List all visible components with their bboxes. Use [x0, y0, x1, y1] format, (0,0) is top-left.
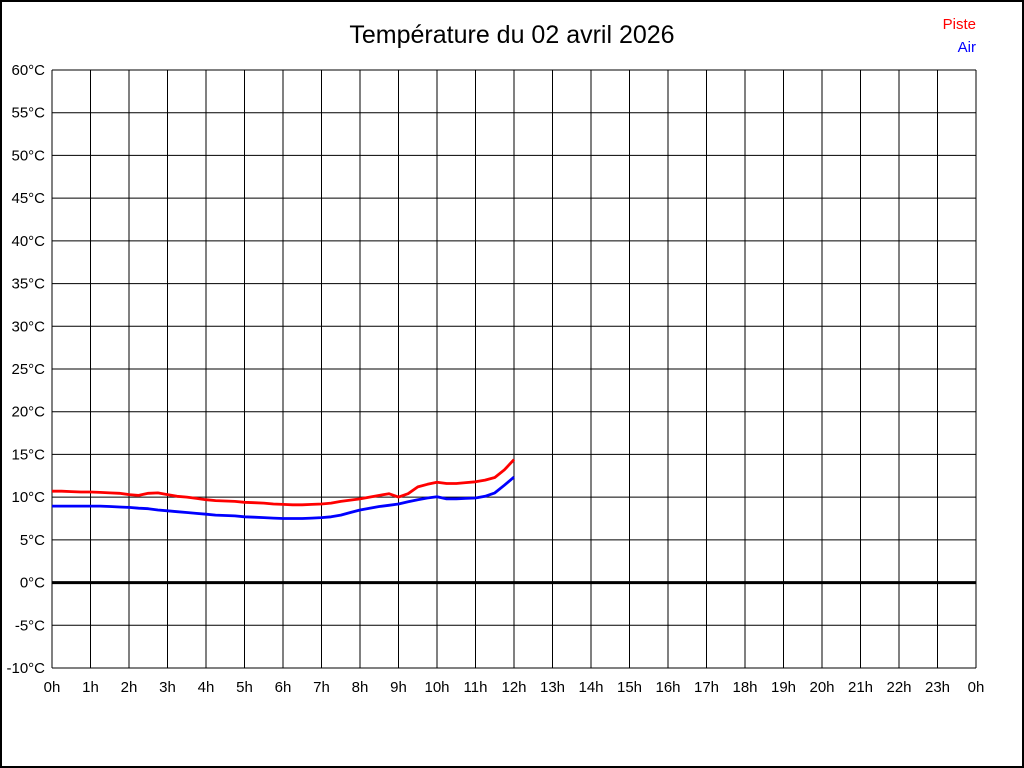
x-axis-tick-label: 16h — [655, 679, 680, 696]
y-axis-tick-label: 50°C — [11, 147, 45, 164]
x-axis-tick-label: 9h — [390, 679, 407, 696]
x-axis-tick-label: 5h — [236, 679, 253, 696]
y-axis-tick-label: 20°C — [11, 404, 45, 421]
y-axis-tick-label: 15°C — [11, 446, 45, 463]
x-axis-tick-label: 4h — [198, 679, 215, 696]
legend-item-air: Air — [957, 39, 976, 56]
y-axis-tick-label: 45°C — [11, 190, 45, 207]
x-axis-tick-label: 19h — [771, 679, 796, 696]
y-axis-tick-label: 35°C — [11, 276, 45, 293]
series-line-air — [52, 476, 515, 520]
y-axis-tick-label: 60°C — [11, 62, 45, 79]
page-title: Température du 02 avril 2026 — [349, 21, 675, 49]
x-axis-tick-label: 15h — [617, 679, 642, 696]
x-axis-tick-label: 0h — [968, 679, 985, 696]
y-axis-tick-label: 40°C — [11, 233, 45, 250]
x-axis-tick-label: 1h — [82, 679, 99, 696]
chart-legend: Piste Air — [943, 13, 976, 59]
x-axis-tick-label: 18h — [732, 679, 757, 696]
x-axis-tick-label: 10h — [424, 679, 449, 696]
x-axis-tick-label: 11h — [464, 679, 488, 696]
x-axis-tick-label: 23h — [925, 679, 950, 696]
x-axis-tick-label: 20h — [809, 679, 834, 696]
y-axis-tick-label: 5°C — [20, 532, 45, 549]
y-axis-tick-label: 25°C — [11, 361, 45, 378]
x-axis-tick-label: 12h — [501, 679, 526, 696]
x-axis-tick-label: 3h — [159, 679, 176, 696]
x-axis-tick-label: 8h — [352, 679, 369, 696]
y-axis-tick-label: 10°C — [11, 489, 45, 506]
legend-item-piste: Piste — [942, 16, 976, 33]
x-axis-tick-label: 14h — [578, 679, 603, 696]
y-axis-tick-label: -5°C — [15, 617, 45, 634]
series-line-piste — [52, 458, 516, 507]
x-axis-tick-label: 22h — [886, 679, 911, 696]
x-axis-tick-label: 13h — [540, 679, 565, 696]
x-axis-tick-label: 17h — [694, 679, 719, 696]
x-axis-tick-label: 21h — [848, 679, 873, 696]
x-axis-tick-label: 2h — [121, 679, 138, 696]
x-axis-tick-label: 6h — [275, 679, 292, 696]
y-axis-tick-label: 30°C — [11, 318, 45, 335]
y-axis-tick-label: -10°C — [6, 660, 45, 677]
x-axis-tick-label: 0h — [44, 679, 61, 696]
y-axis-tick-label: 55°C — [11, 105, 45, 122]
y-axis-tick-label: 0°C — [20, 575, 45, 592]
x-axis-tick-label: 7h — [313, 679, 330, 696]
